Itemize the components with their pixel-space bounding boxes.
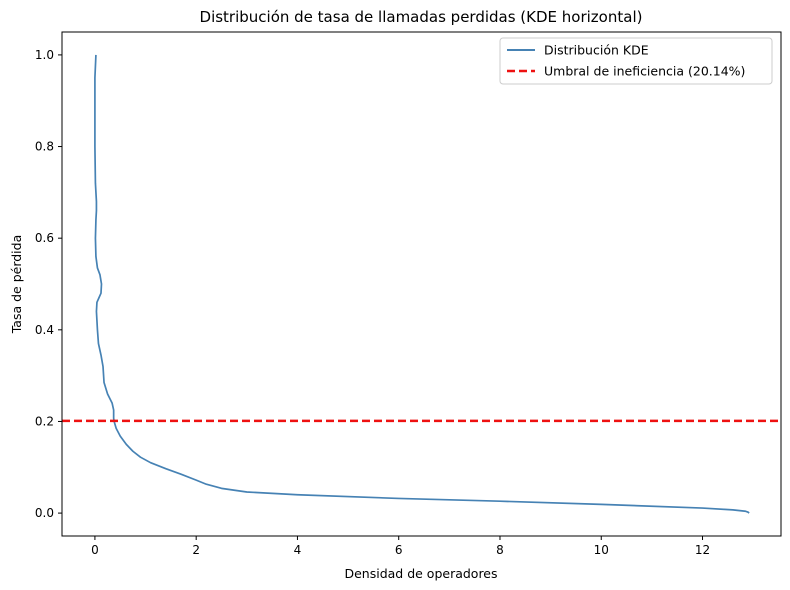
plot-area: 0 2 4 6 8 10 12 0.0 0.2 0.4 0.6 0.8 1.0 xyxy=(35,31,782,557)
y-tick-label: 0.6 xyxy=(35,231,54,245)
y-tick-label: 0.4 xyxy=(35,323,54,337)
x-tick-label: 10 xyxy=(594,543,609,557)
x-tick-label: 8 xyxy=(496,543,504,557)
x-tick-label: 12 xyxy=(695,543,710,557)
plot-frame xyxy=(61,31,782,537)
x-axis-title: Densidad de operadores xyxy=(344,566,497,581)
x-tick-label: 2 xyxy=(192,543,200,557)
x-tick-label: 6 xyxy=(395,543,403,557)
kde-line xyxy=(94,54,750,514)
legend-frame xyxy=(499,37,773,85)
y-tick-label: 0.0 xyxy=(35,506,54,520)
x-tick-label: 0 xyxy=(91,543,99,557)
y-tick-label: 0.2 xyxy=(35,414,54,428)
legend-label-kde: Distribución KDE xyxy=(544,43,649,58)
chart-title: Distribución de tasa de llamadas perdida… xyxy=(200,8,643,26)
legend: Distribución KDE Umbral de ineficiencia … xyxy=(499,37,773,85)
y-axis-title: Tasa de pérdida xyxy=(9,235,24,335)
y-tick-label: 0.8 xyxy=(35,140,54,154)
y-tick-label: 1.0 xyxy=(35,48,54,62)
x-tick-label: 4 xyxy=(294,543,302,557)
legend-label-threshold: Umbral de ineficiencia (20.14%) xyxy=(544,64,745,79)
